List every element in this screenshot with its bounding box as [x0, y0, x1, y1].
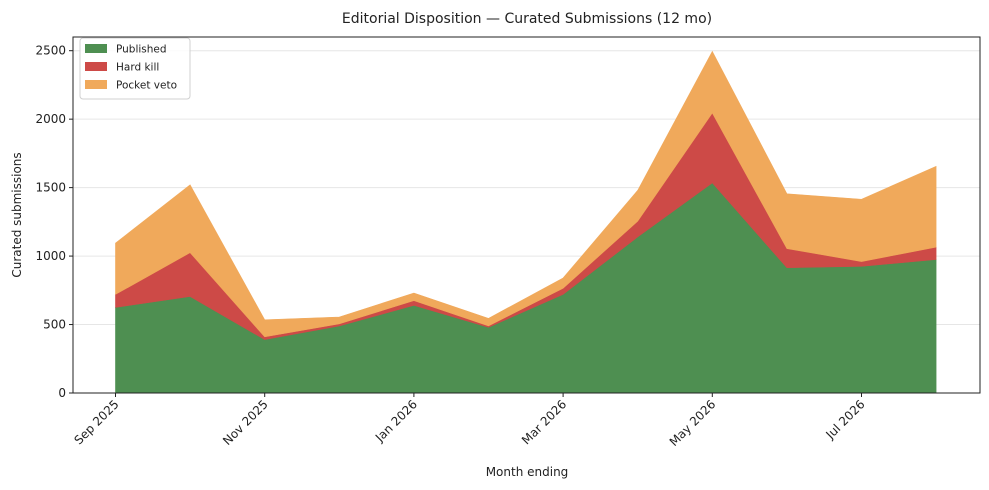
x-tick-label: Sep 2025	[71, 397, 121, 447]
x-axis-title: Month ending	[486, 465, 569, 479]
legend-swatch	[85, 44, 107, 53]
y-tick-label: 500	[43, 318, 66, 332]
y-tick-label: 2500	[35, 44, 66, 58]
legend-swatch	[85, 62, 107, 71]
x-tick-label: Jul 2026	[822, 397, 867, 442]
legend-box	[79, 37, 191, 100]
x-axis: Sep 2025 Nov 2025 Jan 2026 Mar 2026 May 2026…	[71, 393, 868, 449]
chart-title: Editorial Disposition — Curated Submissi…	[342, 11, 712, 27]
y-axis-title: Curated submissions	[10, 152, 24, 277]
legend-label: Published	[116, 44, 167, 56]
y-axis: 0 500 1000 1500 2000 2500	[35, 44, 73, 400]
x-tick-label: Mar 2026	[519, 397, 569, 447]
legend-swatch	[85, 80, 107, 89]
legend-label: Pocket veto	[116, 80, 177, 92]
x-tick-label: May 2026	[667, 397, 719, 449]
y-tick-label: 0	[58, 386, 66, 400]
area-pocket-veto	[115, 50, 937, 338]
x-tick-label: Nov 2025	[220, 397, 271, 448]
area-series	[115, 50, 937, 394]
y-tick-label: 1000	[35, 249, 66, 263]
legend-label: Hard kill	[116, 62, 159, 74]
x-tick-label: Jan 2026	[372, 397, 420, 445]
plot-frame	[72, 36, 981, 394]
y-tick-label: 1500	[35, 181, 66, 195]
y-tick-label: 2000	[35, 112, 66, 126]
legend: Published Hard kill Pocket veto	[79, 37, 191, 100]
